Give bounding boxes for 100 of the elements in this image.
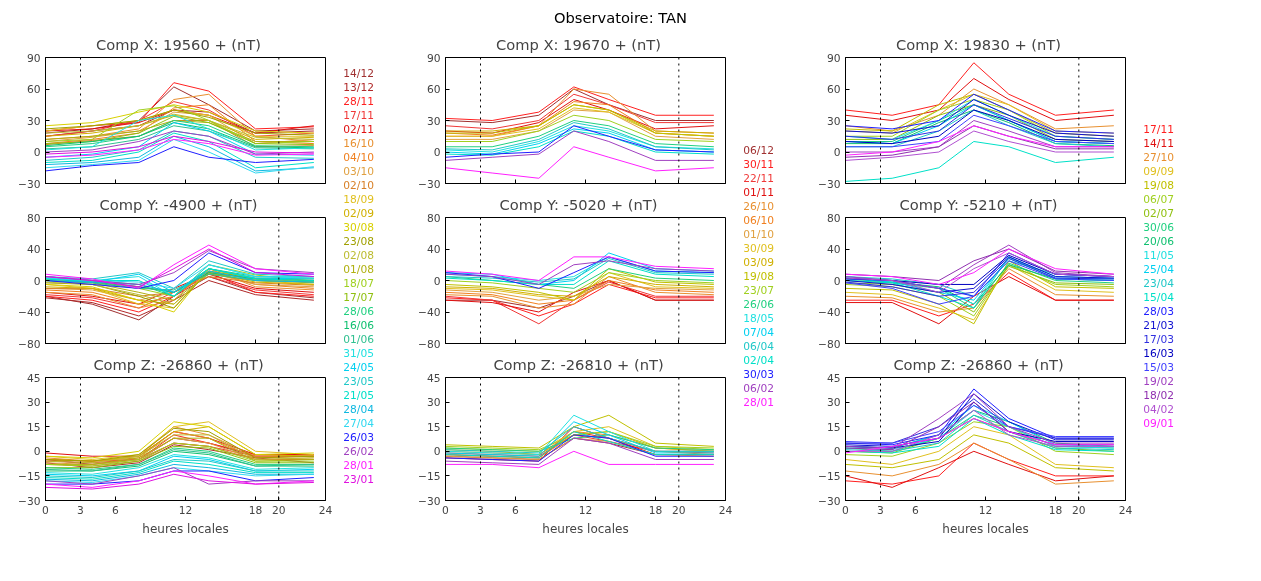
- chart-title: Comp X: 19830 + (nT): [896, 35, 1062, 53]
- text: 01/08: [343, 263, 375, 276]
- text: 04/10: [343, 151, 375, 164]
- y-tick-label: −80: [818, 337, 841, 351]
- text: 18/05: [743, 312, 774, 325]
- y-tick-label: 30: [426, 396, 441, 410]
- text: 25/04: [1143, 263, 1175, 276]
- text: 18/07: [343, 277, 374, 290]
- text: 02/08: [343, 249, 375, 262]
- y-tick-label: −40: [418, 306, 441, 319]
- y-tick-label: −30: [418, 494, 441, 508]
- text: 30/06: [1143, 221, 1175, 234]
- text: 01/10: [743, 228, 775, 241]
- y-tick-label: 0: [833, 146, 841, 159]
- text: 26/02: [343, 445, 374, 458]
- text: 23/01: [343, 473, 374, 486]
- text: 30/09: [743, 242, 775, 255]
- text: 19/02: [1143, 375, 1174, 388]
- x-tick-label: 24: [718, 503, 733, 517]
- x-tick-label: 6: [512, 503, 520, 517]
- text: 06/04: [743, 340, 775, 353]
- text: 03/10: [343, 165, 375, 178]
- y-tick-label: 45: [426, 371, 441, 385]
- y-tick-label: 0: [433, 445, 441, 459]
- text: 01/06: [343, 333, 375, 346]
- text: 02/07: [1143, 207, 1174, 220]
- text: 14/11: [1143, 137, 1174, 150]
- x-tick-label: 12: [178, 503, 193, 517]
- text: 21/05: [343, 389, 374, 402]
- text: 30/11: [743, 158, 774, 171]
- chart-title: Comp Y: -4900 + (nT): [99, 195, 258, 213]
- text: 14/12: [343, 67, 374, 80]
- y-tick-label: −40: [818, 306, 841, 319]
- text: 16/06: [343, 319, 375, 332]
- y-tick-label: −15: [418, 469, 441, 483]
- text: 17/03: [1143, 333, 1174, 346]
- y-tick-label: 90: [826, 51, 841, 65]
- y-tick-label: 60: [426, 83, 441, 96]
- text: 28/03: [1143, 305, 1174, 318]
- y-tick-label: 45: [26, 371, 41, 385]
- x-tick-label: 20: [672, 503, 686, 517]
- text: Observatoire: TAN: [553, 8, 688, 26]
- text: 28/06: [343, 305, 375, 318]
- y-tick-label: 0: [433, 146, 441, 159]
- text: 18/02: [1143, 389, 1174, 402]
- x-tick-label: 18: [1048, 503, 1063, 517]
- x-tick-label: 12: [978, 503, 993, 517]
- text: 17/07: [343, 291, 374, 304]
- text: 09/01: [1143, 417, 1174, 430]
- text: 02/09: [343, 207, 375, 220]
- y-tick-label: 60: [826, 83, 841, 96]
- x-tick-label: 0: [442, 503, 450, 517]
- text: 01/11: [743, 186, 774, 199]
- y-tick-label: −80: [418, 337, 441, 351]
- y-tick-label: 60: [26, 83, 41, 96]
- y-tick-label: −30: [18, 177, 41, 191]
- y-tick-label: 90: [26, 51, 41, 65]
- y-tick-label: 30: [426, 114, 441, 128]
- text: 02/11: [343, 123, 374, 136]
- text: 27/04: [343, 417, 375, 430]
- text: 06/07: [1143, 193, 1174, 206]
- chart-title: Comp X: 19670 + (nT): [496, 35, 662, 53]
- x-tick-label: 18: [248, 503, 263, 517]
- text: 16/10: [343, 137, 375, 150]
- y-tick-label: 90: [426, 51, 441, 65]
- text: 30/08: [343, 221, 375, 234]
- text: 27/10: [1143, 151, 1175, 164]
- y-tick-label: 0: [433, 274, 441, 288]
- chart-title: Comp Y: -5020 + (nT): [499, 195, 658, 213]
- text: 26/06: [743, 298, 775, 311]
- y-tick-label: 80: [826, 211, 841, 225]
- y-tick-label: 30: [826, 114, 841, 128]
- x-tick-label: 3: [477, 503, 484, 517]
- y-tick-label: −30: [818, 494, 841, 508]
- text: 28/04: [343, 403, 375, 416]
- y-tick-label: 40: [826, 243, 841, 256]
- y-tick-label: 15: [426, 420, 441, 434]
- y-tick-label: −30: [18, 494, 41, 508]
- text: 28/11: [343, 95, 374, 108]
- x-tick-label: 12: [578, 503, 593, 517]
- y-tick-label: −80: [18, 337, 41, 351]
- y-tick-label: 15: [826, 420, 841, 434]
- y-tick-label: 80: [26, 211, 41, 225]
- x-axis-title: heures locales: [142, 521, 229, 536]
- text: 23/05: [343, 375, 374, 388]
- text: 17/11: [1143, 123, 1174, 136]
- text: 28/01: [743, 396, 774, 409]
- text: 28/01: [343, 459, 374, 472]
- text: 03/09: [743, 256, 775, 269]
- x-tick-label: 6: [912, 503, 920, 517]
- x-tick-label: 20: [1072, 503, 1086, 517]
- y-tick-label: −30: [418, 177, 441, 191]
- x-tick-label: 6: [112, 503, 120, 517]
- chart-title: Comp Z: -26860 + (nT): [893, 355, 1064, 373]
- y-tick-label: −15: [818, 469, 841, 483]
- text: 26/03: [343, 431, 374, 444]
- y-tick-label: 30: [26, 396, 41, 410]
- y-tick-label: 0: [33, 146, 41, 159]
- x-axis-title: heures locales: [542, 521, 629, 536]
- x-tick-label: 3: [77, 503, 84, 517]
